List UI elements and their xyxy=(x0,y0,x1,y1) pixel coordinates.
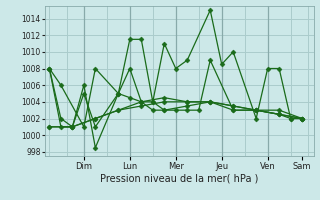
X-axis label: Pression niveau de la mer( hPa ): Pression niveau de la mer( hPa ) xyxy=(100,173,258,183)
